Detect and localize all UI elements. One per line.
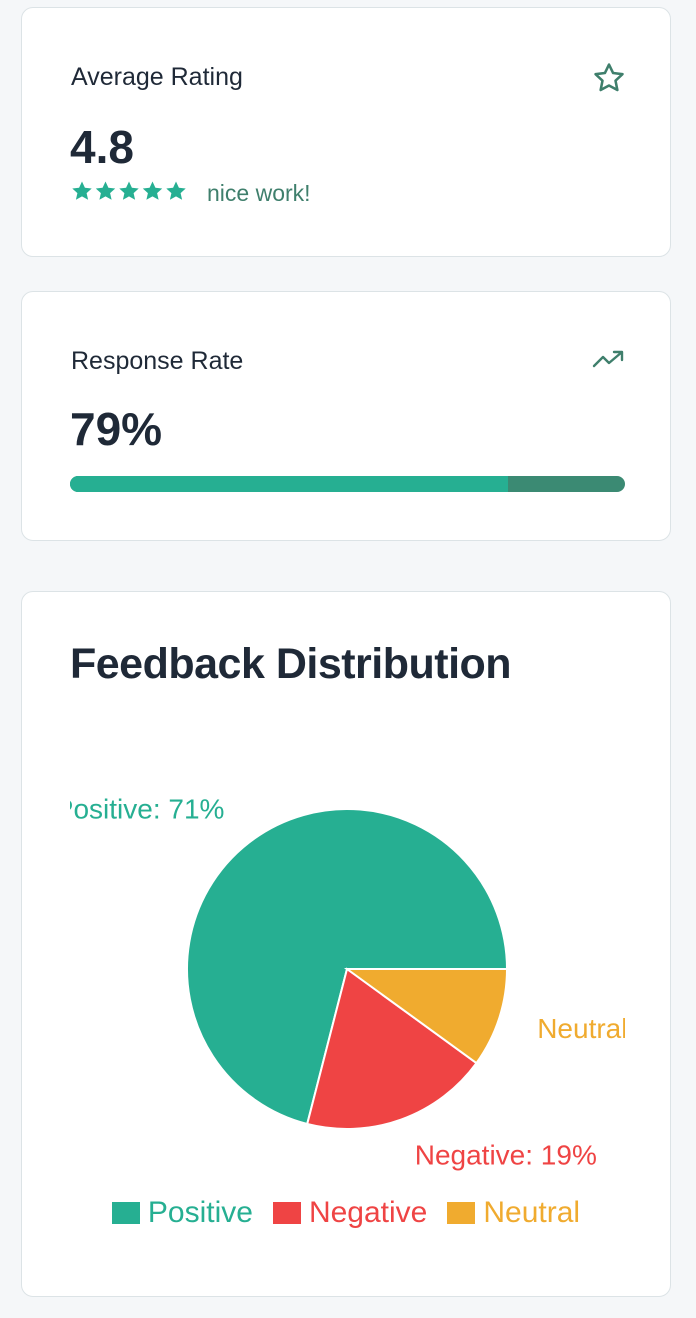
pie-slice <box>305 967 478 1130</box>
trend-icon <box>592 350 624 368</box>
legend-item: Negative <box>272 1196 428 1230</box>
card-title: Response Rate <box>71 347 244 375</box>
legend-swatch <box>447 1202 476 1224</box>
response-card: Response Rate 79% <box>21 291 671 541</box>
legend-item: Neutral <box>447 1196 580 1230</box>
legend-label: Neutral <box>483 1196 581 1229</box>
progress-track <box>70 476 625 492</box>
slice-label: Negative: 19% <box>415 1140 597 1171</box>
legend-swatch <box>111 1202 140 1224</box>
pie-slice <box>343 968 509 1065</box>
rating-stars <box>72 181 186 200</box>
slice-label: Neutral: 10% <box>537 1013 625 1044</box>
pie-slice <box>186 808 509 1126</box>
chart-card: Feedback Distribution Positive: 71% Negat… <box>21 591 671 1297</box>
rating-value: 4.8 <box>70 121 134 173</box>
response-value: 79% <box>70 403 163 455</box>
legend-item: Positive <box>111 1196 253 1230</box>
card-title: Average Rating <box>71 63 243 91</box>
rating-note: nice work! <box>207 180 311 206</box>
slice-label: Positive: 71% <box>70 793 224 824</box>
pie-chart: Positive: 71% Negative: 19% Neutral: 10% <box>70 793 625 1171</box>
legend-label: Negative <box>308 1196 428 1229</box>
legend: Positive Negative Neutral <box>22 1196 670 1230</box>
legend-swatch <box>272 1202 301 1224</box>
star-icon <box>594 63 624 92</box>
legend-label: Positive <box>147 1196 253 1229</box>
chart-title: Feedback Distribution <box>70 640 512 688</box>
rating-card: Average Rating 4.8 nice work! <box>21 7 671 257</box>
progress-fill <box>70 476 509 492</box>
